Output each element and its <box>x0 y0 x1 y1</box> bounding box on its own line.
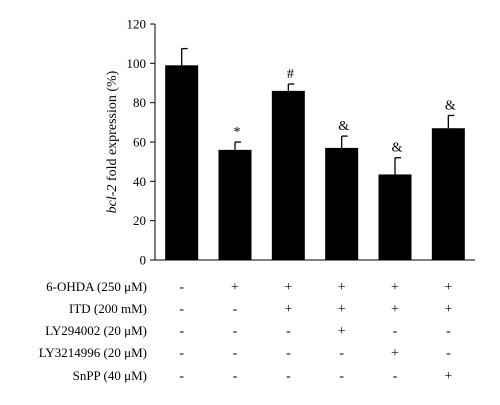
treatment-sign: + <box>391 302 399 317</box>
y-tick-label: 100 <box>127 56 147 71</box>
treatment-label: 6-OHDA (250 μM) <box>46 279 147 294</box>
treatment-sign: + <box>391 280 399 295</box>
treatment-sign: - <box>339 346 344 361</box>
significance-mark: * <box>234 125 241 140</box>
treatment-sign: - <box>393 369 398 384</box>
y-axis-label: bcl-2 fold expression (%) <box>105 70 120 213</box>
y-tick-label: 80 <box>133 95 146 110</box>
treatment-sign: - <box>286 346 291 361</box>
treatment-label: SnPP (40 μM) <box>73 368 147 383</box>
treatment-sign: - <box>233 369 238 384</box>
treatment-sign: - <box>286 369 291 384</box>
bar <box>325 147 359 260</box>
significance-mark: & <box>445 98 456 113</box>
y-tick-label: 60 <box>133 135 146 150</box>
bar <box>431 128 465 260</box>
treatment-label: LY3214996 (20 μM) <box>39 345 147 360</box>
treatment-sign: + <box>338 302 346 317</box>
treatment-sign: + <box>444 280 452 295</box>
treatment-sign: - <box>233 324 238 339</box>
bar <box>378 174 412 260</box>
treatment-sign: - <box>179 346 184 361</box>
treatment-sign: + <box>391 346 399 361</box>
treatment-sign: + <box>444 302 452 317</box>
treatment-sign: - <box>286 324 291 339</box>
y-tick-label: 20 <box>133 213 146 228</box>
significance-mark: & <box>338 119 349 134</box>
treatment-sign: - <box>339 369 344 384</box>
treatment-sign: - <box>233 346 238 361</box>
y-tick-label: 40 <box>133 174 146 189</box>
treatment-sign: + <box>284 302 292 317</box>
treatment-sign: - <box>179 302 184 317</box>
significance-mark: # <box>287 67 294 82</box>
bars-group: * # & & & <box>165 47 465 260</box>
treatment-label: ITD (200 mM) <box>69 301 147 316</box>
treatment-sign: - <box>179 280 184 295</box>
bar <box>271 90 305 260</box>
treatment-sign: + <box>284 280 292 295</box>
significance-mark: & <box>392 141 403 156</box>
treatment-sign: + <box>444 369 452 384</box>
treatment-sign: + <box>231 280 239 295</box>
treatment-sign: - <box>393 324 398 339</box>
treatment-table: 6-OHDA (250 μM) - + + + + + ITD (200 mM) - - + + + + L… <box>39 279 453 384</box>
y-tick-label: 120 <box>127 17 147 32</box>
treatment-sign: + <box>338 324 346 339</box>
treatment-sign: + <box>338 280 346 295</box>
bar <box>218 149 252 260</box>
treatment-sign: - <box>446 346 451 361</box>
treatment-sign: - <box>233 302 238 317</box>
treatment-sign: - <box>179 369 184 384</box>
y-axis: 0 20 40 60 80 100 120 <box>127 17 156 268</box>
y-axis-label-italic: bcl-2 <box>105 185 120 214</box>
y-tick-label: 0 <box>140 253 147 268</box>
y-axis-label-rest: fold expression (%) <box>105 70 120 184</box>
treatment-sign: - <box>179 324 184 339</box>
treatment-sign: - <box>446 324 451 339</box>
bar <box>165 65 199 260</box>
treatment-label: LY294002 (20 μM) <box>45 323 147 338</box>
